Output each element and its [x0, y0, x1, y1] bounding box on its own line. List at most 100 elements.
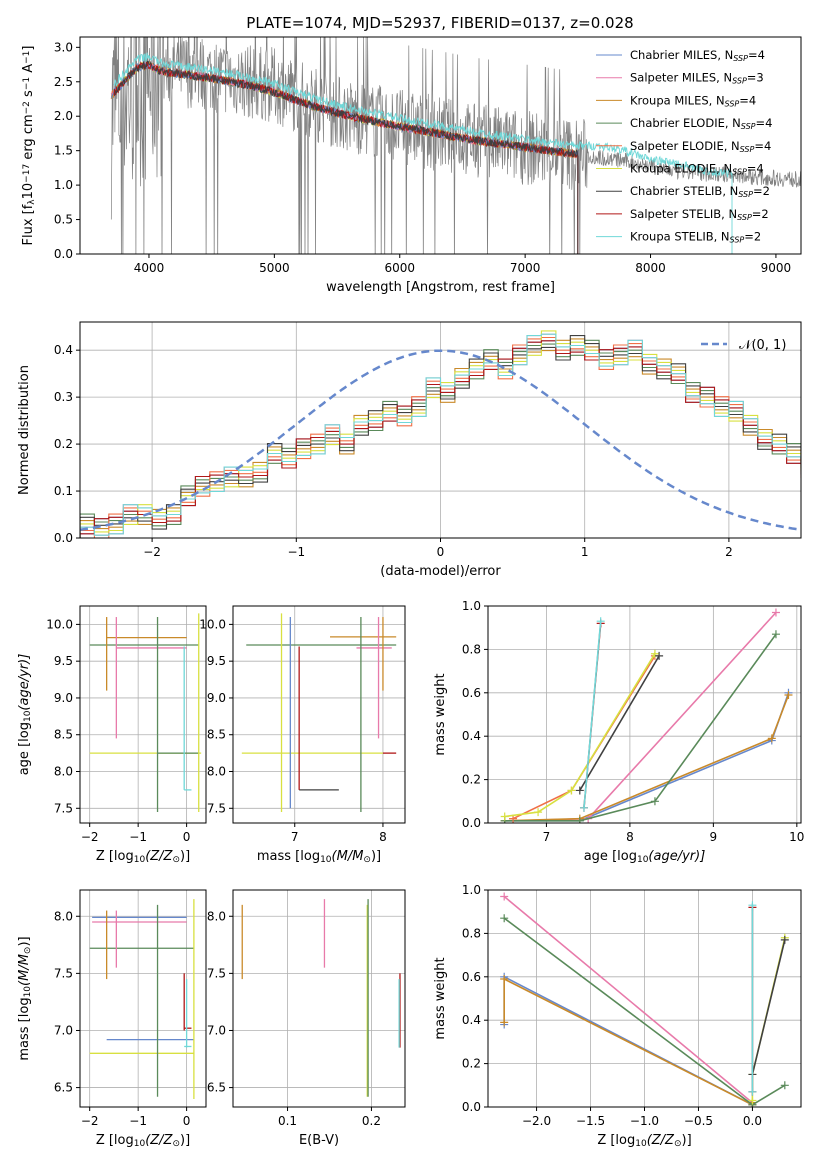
legend-entry: Kroupa STELIB, NSSP=2 [630, 230, 761, 245]
label-part: 10 [637, 855, 649, 865]
label-part: ⊙ [363, 855, 371, 865]
label-part: −17 [22, 164, 32, 183]
data-point [780, 935, 789, 944]
y-tick-label: 7.0 [54, 1023, 73, 1037]
y-tick-label: 7.5 [54, 966, 73, 980]
plot-area [80, 322, 801, 538]
panel-residuals: −2 −1 0 1 2 0.0 0.1 0.2 0.3 0.4 (data-model)/error… [17, 321, 802, 579]
label-part: )] [180, 1133, 190, 1148]
histogram-step [80, 333, 801, 538]
data-point [500, 974, 509, 983]
label-part: 10 [23, 986, 33, 998]
x-tick-label: 9000 [761, 261, 792, 275]
label-part: mass [log [17, 997, 32, 1060]
series-line [504, 694, 790, 822]
legend-sub: SSP [733, 54, 748, 63]
legend-entry: Kroupa MILES, NSSP=4 [630, 93, 756, 108]
axes-frame [232, 605, 406, 824]
y-axis-label: Normed distribution [17, 365, 32, 495]
observed-spectrum [110, 37, 801, 254]
y-tick-label: 7.5 [54, 801, 73, 815]
x-tick-label: 0 [437, 545, 445, 559]
y-tick-label: 8.5 [54, 728, 73, 742]
label-part: (Z/Z [647, 1133, 675, 1148]
data-point [748, 1087, 757, 1096]
x-tick-label: 0.1 [278, 1114, 297, 1128]
legend-text: Kroupa MILES, N [630, 93, 725, 107]
plot-area [488, 606, 801, 823]
x-tick-label: 8000 [635, 261, 666, 275]
legend-entry: Chabrier STELIB, NSSP=2 [630, 184, 770, 199]
data-point [784, 690, 793, 699]
x-tick-label: −1.0 [630, 1114, 659, 1128]
axes-frame [232, 889, 406, 1108]
x-tick-label: −2.0 [522, 1114, 551, 1128]
legend-text: =2 [753, 184, 770, 198]
legend-text: Kroupa STELIB, N [630, 230, 730, 244]
legend-text: Salpeter MILES, N [630, 71, 732, 85]
label-part: ⊙ [674, 1139, 682, 1149]
x-tick-label: 5000 [259, 261, 290, 275]
label-part: (M/M [17, 954, 32, 986]
data-point [650, 649, 659, 658]
label-part: )] [180, 849, 190, 864]
label-part: ⊙ [172, 1139, 180, 1149]
legend-text: Salpeter ELODIE, N [630, 139, 740, 153]
x-tick-label: −1.5 [576, 1114, 605, 1128]
y-tick-label: 9.0 [207, 691, 226, 705]
panel-spectrum: 4000 5000 6000 7000 8000 9000 0.0 0.5 1.0 1.5 2.0 2… [21, 36, 802, 295]
y-tick-label: 0.0 [462, 1100, 481, 1114]
y-axis-label: mass weight [433, 957, 448, 1039]
x-tick-label: −2 [81, 1114, 99, 1128]
label-part: A [21, 64, 36, 77]
y-tick-label: 2.5 [54, 75, 73, 89]
x-tick-label: 8 [626, 830, 634, 844]
x-axis-label: Z [log10(Z/Z⊙)] [96, 1133, 190, 1149]
plot-area [233, 890, 405, 1107]
x-tick-label: −1 [129, 1114, 147, 1128]
y-tick-label: 0.2 [462, 773, 481, 787]
label-part: age [log [17, 722, 32, 775]
y-axis-label: Flux [fλ10−17 erg cm−2 s−1 A−1] [21, 46, 37, 246]
y-tick-label: 10.0 [199, 617, 226, 631]
y-tick-label: 7.5 [207, 801, 226, 815]
series-line [504, 653, 656, 818]
series-line [579, 655, 660, 791]
label-part: λ [27, 199, 37, 205]
y-tick-label: 0.4 [462, 729, 481, 743]
x-axis-label: wavelength [Angstrom, rest frame] [326, 280, 555, 295]
panel-mass-vs-EBV: 0.1 0.2 6.5 7.0 7.5 8.0 E(B-V) [207, 889, 406, 1148]
series-line [583, 621, 602, 808]
series-line [503, 895, 754, 1105]
label-part: ⊙ [172, 855, 180, 865]
label-part: (Z/Z [145, 849, 173, 864]
legend-sub: SSP [730, 236, 745, 245]
model-spectrum [113, 52, 733, 254]
y-tick-label: 2.0 [54, 109, 73, 123]
label-part: mass [log [257, 849, 320, 864]
axes-frame [487, 605, 802, 824]
x-tick-label: 0 [183, 1114, 191, 1128]
label-part: )] [17, 936, 32, 946]
label-part: (M/M [332, 849, 364, 864]
data-point [579, 803, 588, 812]
label-part: 10 [23, 710, 33, 722]
label-part: Z [log [96, 1133, 134, 1148]
label-part: ] [21, 46, 36, 51]
y-tick-label: 0.4 [54, 343, 73, 357]
label-part: Z [log [96, 849, 134, 864]
axes-frame [79, 605, 207, 824]
legend-text: Chabrier ELODIE, N [630, 116, 741, 130]
x-axis-label: mass [log10(M/M⊙)] [257, 849, 381, 865]
data-point [500, 914, 509, 923]
histogram-step [80, 340, 801, 538]
legend-sub: SSP [741, 122, 756, 131]
label-part: (age/yr)] [17, 654, 32, 711]
x-tick-label: 6000 [384, 261, 415, 275]
data-point [748, 901, 757, 910]
histogram-step [80, 336, 801, 538]
data-point [655, 651, 664, 660]
y-axis-label: mass weight [433, 673, 448, 755]
